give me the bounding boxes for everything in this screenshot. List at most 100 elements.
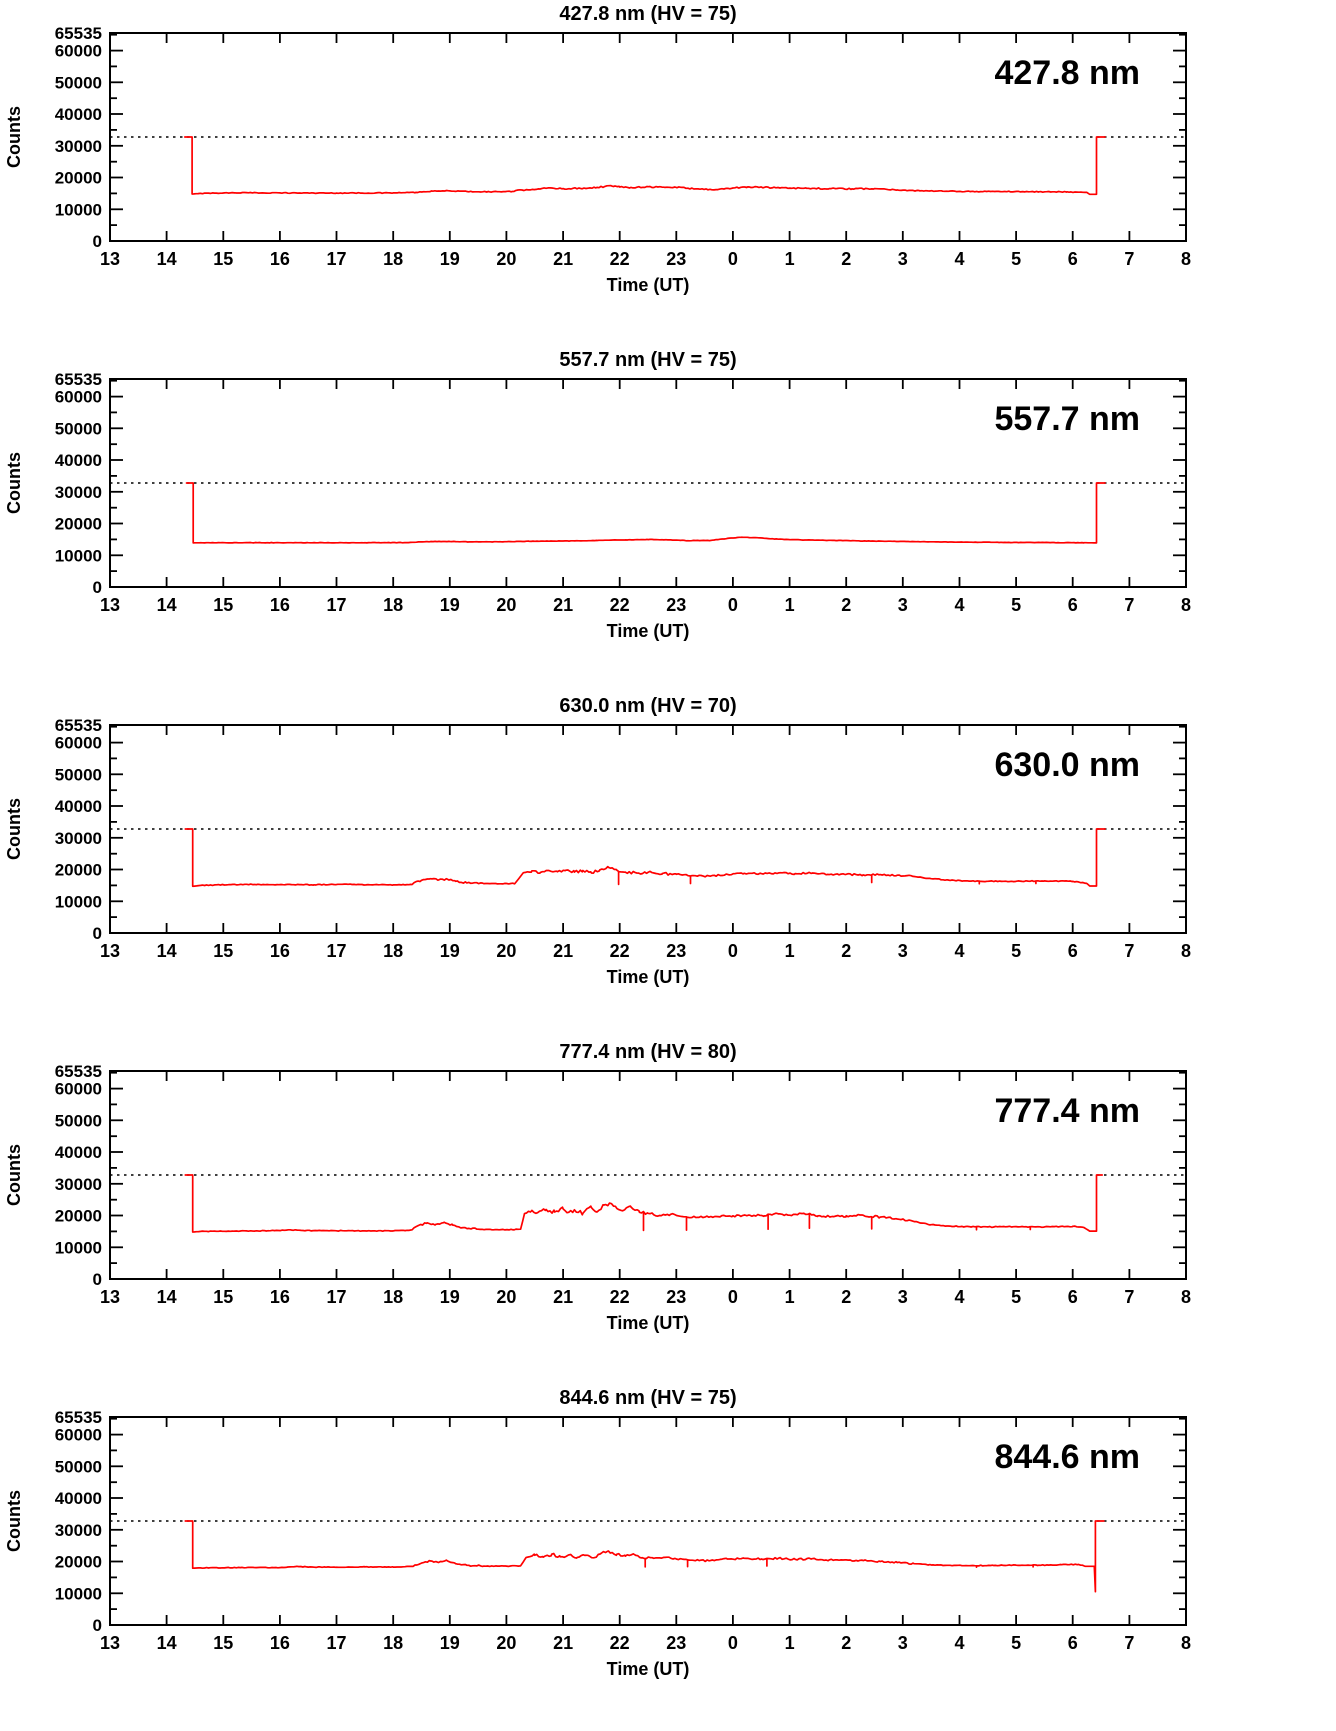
x-tick-label: 1 xyxy=(785,595,795,615)
x-tick-label: 6 xyxy=(1068,249,1078,269)
y-ticks xyxy=(110,1071,1186,1280)
y-tick-label: 50000 xyxy=(55,1111,102,1130)
panel-title: 557.7 nm (HV = 75) xyxy=(559,349,736,371)
x-axis-label: Time (UT) xyxy=(607,1659,690,1679)
panel-title: 630.0 nm (HV = 70) xyxy=(559,695,736,717)
x-axis-label: Time (UT) xyxy=(607,275,690,295)
y-tick-label: 0 xyxy=(93,924,102,943)
x-tick-label: 23 xyxy=(666,1633,686,1653)
x-tick-label: 17 xyxy=(326,1633,346,1653)
counts-trace xyxy=(184,1520,1105,1593)
x-tick-label: 6 xyxy=(1068,1633,1078,1653)
x-tick-label: 4 xyxy=(954,1633,964,1653)
y-tick-label: 50000 xyxy=(55,73,102,92)
x-ticks xyxy=(109,1071,1187,1279)
y-tick-label: 10000 xyxy=(55,200,102,219)
x-tick-label: 21 xyxy=(553,1287,573,1307)
x-tick-label: 13 xyxy=(100,941,120,961)
x-tick-label: 18 xyxy=(383,1287,403,1307)
x-tick-label: 20 xyxy=(496,1287,516,1307)
x-tick-label: 8 xyxy=(1181,1633,1191,1653)
x-tick-label: 20 xyxy=(496,249,516,269)
x-tick-label: 13 xyxy=(100,249,120,269)
x-tick-label: 4 xyxy=(954,249,964,269)
x-tick-label: 18 xyxy=(383,1633,403,1653)
y-tick-label: 10000 xyxy=(55,1238,102,1257)
x-tick-label: 4 xyxy=(954,595,964,615)
x-tick-label: 19 xyxy=(440,595,460,615)
wavelength-label: 427.8 nm xyxy=(994,54,1140,92)
x-axis-label: Time (UT) xyxy=(607,1313,690,1333)
y-tick-label: 0 xyxy=(93,1616,102,1635)
x-tick-label: 3 xyxy=(898,249,908,269)
x-tick-label: 16 xyxy=(270,1633,290,1653)
y-axis-label: Counts xyxy=(4,106,24,168)
x-tick-label: 21 xyxy=(553,1633,573,1653)
y-tick-label-max: 65535 xyxy=(55,1062,102,1081)
x-tick-label: 23 xyxy=(666,941,686,961)
x-tick-label: 15 xyxy=(213,1633,233,1653)
x-tick-label: 23 xyxy=(666,1287,686,1307)
y-axis-label: Counts xyxy=(4,1144,24,1206)
y-tick-label-max: 65535 xyxy=(55,716,102,735)
x-tick-label: 16 xyxy=(270,595,290,615)
x-ticks xyxy=(109,725,1187,933)
panel-chart: 777.4 nm (HV = 80) 0 10000 20000 30000 40000 5… xyxy=(4,1041,1191,1333)
x-tick-label: 3 xyxy=(898,595,908,615)
x-tick-label: 18 xyxy=(383,595,403,615)
y-tick-label: 10000 xyxy=(55,546,102,565)
x-tick-label: 3 xyxy=(898,1287,908,1307)
x-tick-label: 20 xyxy=(496,1633,516,1653)
x-tick-label: 23 xyxy=(666,249,686,269)
y-tick-label-max: 65535 xyxy=(55,1408,102,1427)
counts-trace xyxy=(184,828,1106,888)
x-tick-label: 22 xyxy=(610,249,630,269)
x-tick-label: 8 xyxy=(1181,1287,1191,1307)
x-tick-label: 23 xyxy=(666,595,686,615)
y-tick-label: 30000 xyxy=(55,829,102,848)
x-tick-label: 1 xyxy=(785,1287,795,1307)
x-tick-label: 17 xyxy=(326,249,346,269)
panel-chart: 630.0 nm (HV = 70) 0 10000 20000 30000 40000 5… xyxy=(4,695,1191,987)
y-axis-label: Counts xyxy=(4,798,24,860)
x-tick-label: 8 xyxy=(1181,595,1191,615)
y-tick-label: 40000 xyxy=(55,797,102,816)
x-tick-label: 1 xyxy=(785,941,795,961)
x-tick-label: 22 xyxy=(610,1287,630,1307)
x-ticks xyxy=(109,379,1187,587)
x-tick-label: 19 xyxy=(440,1633,460,1653)
counts-trace xyxy=(185,482,1106,544)
x-tick-label: 7 xyxy=(1124,1287,1134,1307)
y-tick-label-max: 65535 xyxy=(55,24,102,43)
panel-title: 844.6 nm (HV = 75) xyxy=(559,1387,736,1409)
x-tick-label: 1 xyxy=(785,249,795,269)
x-tick-label: 20 xyxy=(496,595,516,615)
y-tick-label: 0 xyxy=(93,1270,102,1289)
x-tick-label: 22 xyxy=(610,941,630,961)
y-ticks xyxy=(110,33,1186,242)
x-tick-label: 17 xyxy=(326,1287,346,1307)
x-tick-label: 22 xyxy=(610,1633,630,1653)
wavelength-label: 844.6 nm xyxy=(994,1438,1140,1476)
y-tick-label: 40000 xyxy=(55,451,102,470)
y-tick-label: 10000 xyxy=(55,892,102,911)
x-tick-label: 22 xyxy=(610,595,630,615)
y-tick-label: 0 xyxy=(93,232,102,251)
x-tick-label: 21 xyxy=(553,941,573,961)
counts-trace xyxy=(184,1174,1104,1233)
x-tick-label: 0 xyxy=(728,1287,738,1307)
panel-844.6-nm: 844.6 nm (HV = 75) 0 10000 20000 30000 40000 5… xyxy=(0,1384,1336,1730)
y-tick-label: 20000 xyxy=(55,1553,102,1572)
y-tick-label: 40000 xyxy=(55,105,102,124)
x-tick-label: 17 xyxy=(326,941,346,961)
x-axis-label: Time (UT) xyxy=(607,621,690,641)
y-tick-label: 50000 xyxy=(55,419,102,438)
panel-chart: 427.8 nm (HV = 75) 0 10000 20000 30000 40000 5… xyxy=(4,3,1191,295)
x-tick-label: 1 xyxy=(785,1633,795,1653)
x-tick-label: 0 xyxy=(728,941,738,961)
x-tick-label: 7 xyxy=(1124,1633,1134,1653)
x-tick-label: 20 xyxy=(496,941,516,961)
x-tick-label: 19 xyxy=(440,1287,460,1307)
x-tick-label: 8 xyxy=(1181,249,1191,269)
x-tick-label: 3 xyxy=(898,941,908,961)
